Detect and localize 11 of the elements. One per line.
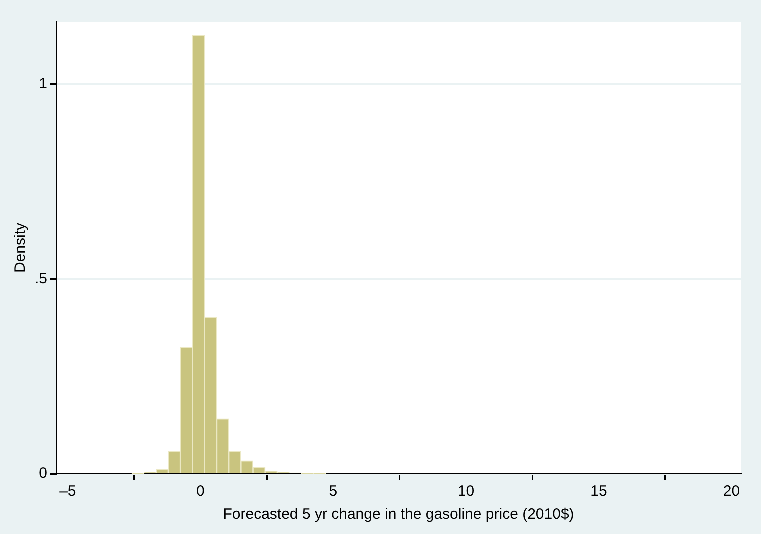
- x-tick-label: 5: [329, 483, 338, 500]
- y-axis-title: Density: [12, 222, 30, 274]
- x-tick-label: 15: [590, 483, 608, 500]
- x-tick-label: 20: [723, 483, 740, 500]
- x-tick-label: –5: [60, 483, 76, 500]
- y-tick-label: .5: [34, 270, 48, 288]
- x-tick-label: 0: [196, 483, 205, 500]
- x-tick-label: 10: [458, 483, 475, 500]
- y-tick-label: 1: [39, 75, 48, 92]
- x-axis-title: Forecasted 5 yr change in the gasoline price (2010$): [223, 506, 574, 524]
- y-tick-label: 0: [39, 465, 48, 482]
